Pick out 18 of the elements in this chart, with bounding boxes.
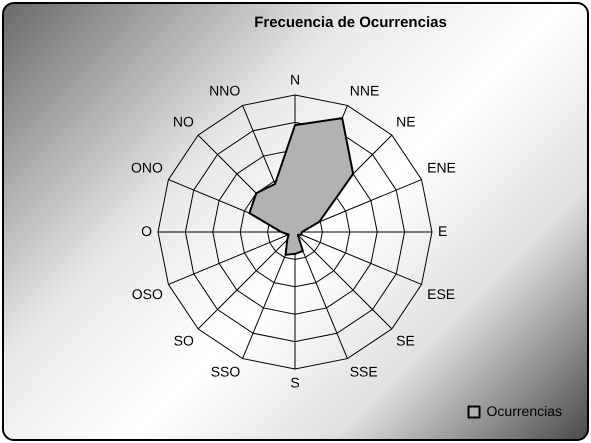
spoke-label: NNO xyxy=(209,82,240,98)
spoke-label: O xyxy=(141,222,152,239)
spoke-label: E xyxy=(438,222,448,239)
spoke-label: SE xyxy=(396,332,415,348)
spoke-label: SSE xyxy=(350,363,378,380)
spoke-label: NO xyxy=(172,113,194,130)
spoke-label: OSO xyxy=(132,286,163,302)
spoke-label: SO xyxy=(174,332,194,348)
spoke-label: ESE xyxy=(427,286,456,302)
spoke-label: ENE xyxy=(427,160,456,176)
chart-title: Frecuencia de Ocurrencias xyxy=(254,14,447,32)
spoke-label: ONO xyxy=(131,160,163,176)
spoke-label: N xyxy=(290,71,300,88)
spoke-label: NE xyxy=(396,113,416,130)
spoke-label: S xyxy=(290,374,300,390)
spoke-label: SSO xyxy=(210,363,240,380)
spoke-label: NNE xyxy=(350,82,380,98)
legend-label: Ocurrencias xyxy=(486,402,562,419)
